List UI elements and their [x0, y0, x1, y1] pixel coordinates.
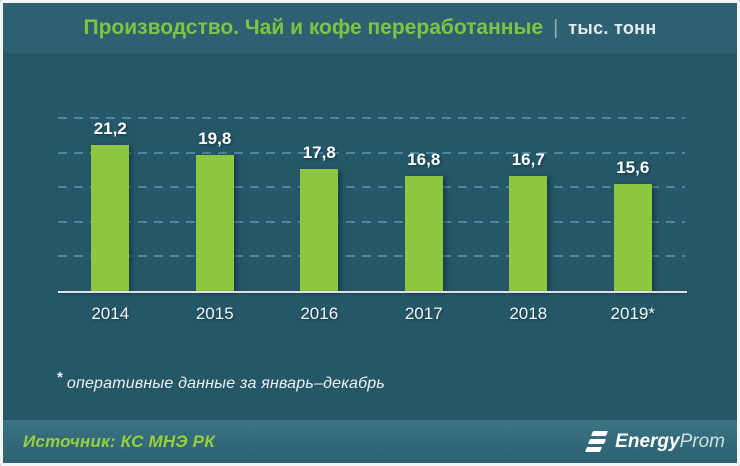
x-tick-label: 2019* — [610, 304, 655, 323]
gridline — [58, 186, 685, 189]
bar-slot: 21,2 — [58, 103, 163, 292]
gridline — [58, 255, 685, 258]
x-tick-label: 2015 — [195, 304, 234, 323]
x-tick-label: 2017 — [404, 304, 443, 323]
bar — [404, 175, 443, 292]
gridline — [58, 220, 685, 223]
plot-area: 21,2 19,8 17,8 16,8 16,7 15,6 — [58, 103, 685, 292]
footer-band: Источник: КС МНЭ РК Energy Prom — [3, 420, 737, 463]
x-axis-labels: 2014 2015 2016 2017 2018 2019* — [58, 304, 685, 324]
x-tick-label: 2018 — [509, 304, 548, 323]
bar-slot: 16,7 — [476, 103, 581, 292]
bar-value-label: 15,6 — [616, 158, 650, 178]
bar-slot: 16,8 — [372, 103, 477, 292]
source-label: Источник: КС МНЭ РК — [23, 431, 215, 451]
energyprom-logo: Energy Prom — [585, 430, 725, 454]
bar-slot: 19,8 — [163, 103, 268, 292]
logo-text-energy: Energy — [615, 430, 680, 452]
footnote-text: оперативные данные за январь–декабрь — [66, 375, 385, 392]
title-separator: | — [553, 16, 559, 39]
bar — [91, 145, 130, 292]
bar — [300, 168, 339, 292]
bar-slot: 15,6 — [581, 103, 686, 292]
bar — [195, 154, 234, 292]
bar-value-label: 16,7 — [511, 150, 545, 170]
unit-label: тыс. тонн — [568, 17, 657, 38]
x-tick-label: 2016 — [300, 304, 339, 323]
bar-value-label: 19,8 — [198, 128, 232, 148]
footnote-marker: * — [57, 369, 63, 386]
header-band: Производство. Чай и кофе переработанные … — [3, 3, 737, 53]
bar — [509, 176, 548, 292]
gridline — [58, 151, 685, 154]
bar-value-label: 21,2 — [93, 119, 127, 139]
x-tick-label: 2014 — [91, 304, 130, 323]
bar-slot: 17,8 — [267, 103, 372, 292]
bar — [613, 184, 652, 292]
x-axis-line — [58, 291, 687, 293]
energyprom-stripes-icon — [585, 430, 609, 454]
page-title: Производство. Чай и кофе переработанные — [83, 16, 544, 39]
logo-text-prom: Prom — [679, 430, 725, 452]
bar-value-label: 17,8 — [302, 142, 336, 162]
gridline — [58, 116, 685, 119]
bar-value-label: 16,8 — [407, 149, 441, 169]
footnote: * оперативные данные за январь–декабрь — [57, 369, 385, 393]
